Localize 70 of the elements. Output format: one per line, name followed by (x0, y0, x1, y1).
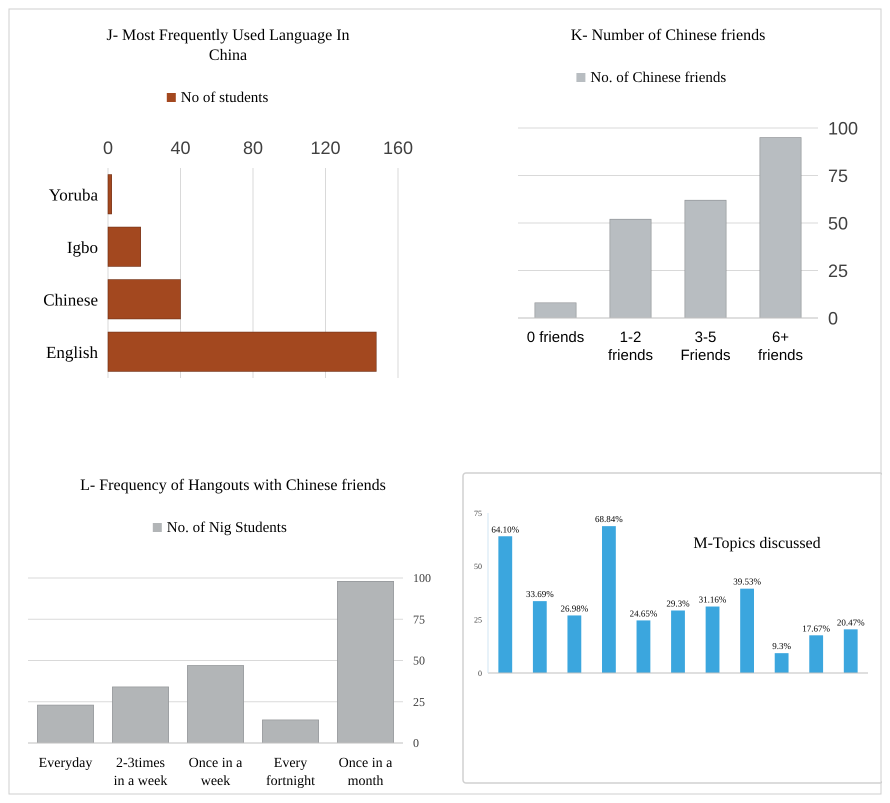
x-tick-label: 6+ friends (758, 329, 804, 364)
bar (740, 588, 754, 673)
legend-label: No of students (180, 90, 268, 106)
y-tick-label: 0 (828, 308, 838, 328)
bar (262, 720, 319, 744)
bar (112, 686, 169, 744)
x-tick-label: Everyday (38, 756, 92, 771)
bar (187, 665, 244, 744)
bar (108, 226, 141, 267)
bar (671, 610, 685, 673)
y-tick-label: 75 (413, 612, 425, 626)
x-tick-label: 1-2 friends (608, 329, 654, 364)
bar (567, 615, 582, 673)
y-tick-label: 75 (474, 508, 482, 518)
data-label: 20.47% (836, 617, 866, 628)
bar (532, 601, 547, 673)
bar (37, 704, 94, 744)
y-tick-label: 25 (413, 694, 425, 709)
bar (602, 526, 616, 673)
bar (108, 174, 112, 214)
data-label: 33.69% (526, 589, 554, 600)
y-tick-label: Igbo (66, 238, 98, 257)
data-label: 31.16% (698, 594, 727, 605)
data-label: 26.98% (560, 603, 589, 614)
data-label: 68.84% (595, 514, 624, 524)
x-tick-label: 3-5 Friends (680, 329, 731, 364)
data-label: 29.3% (666, 598, 690, 608)
data-label: 9.3% (772, 641, 792, 652)
bar (809, 635, 824, 673)
bar (337, 581, 394, 744)
x-tick-label: 120 (310, 138, 341, 158)
data-label: 24.65% (630, 608, 658, 618)
bar (774, 653, 789, 673)
x-tick-label: Once in a week (188, 756, 244, 789)
y-tick-label: 0 (478, 668, 482, 678)
y-tick-label: 100 (828, 118, 858, 138)
x-tick-label: 2-3times in a week (114, 756, 168, 789)
y-tick-label: English (46, 342, 98, 362)
legend-label: No. of Chinese friends (590, 70, 726, 86)
bar (108, 279, 181, 320)
x-tick-label: 80 (242, 138, 264, 158)
y-tick-label: 50 (413, 654, 425, 668)
bar (108, 332, 377, 372)
y-tick-label: 100 (413, 571, 431, 586)
y-tick-label: 50 (474, 562, 482, 572)
bar (844, 629, 858, 673)
x-tick-label: Every fortnight (266, 756, 316, 789)
y-tick-label: 0 (413, 736, 419, 750)
chart-title: J- Most Frequently Used Language In China (106, 27, 350, 64)
x-tick-label: 0 (102, 138, 114, 158)
data-label: 64.10% (491, 524, 520, 534)
text: M-Topics discussed (693, 535, 821, 552)
y-tick-label: Yoruba (48, 185, 98, 204)
bar (636, 620, 650, 673)
y-tick-label: 50 (828, 213, 848, 234)
x-tick-label: 40 (170, 138, 191, 158)
y-tick-label: 25 (474, 615, 482, 624)
chart-title: K- Number of Chinese friends (570, 27, 766, 44)
y-tick-label: 25 (828, 260, 848, 281)
chart-title: L- Frequency of Hangouts with Chinese friends (80, 477, 386, 494)
x-tick-label: 0 friends (526, 329, 584, 346)
data-label: 17.67% (802, 623, 831, 634)
bar (498, 536, 512, 673)
x-tick-label: 160 (382, 138, 414, 158)
bar (706, 606, 720, 673)
x-tick-label: Once in a month (338, 756, 394, 789)
legend-label: No. of Nig Students (166, 520, 287, 536)
data-label: 39.53% (733, 576, 762, 587)
y-tick-label: 75 (828, 166, 848, 186)
y-tick-label: Chinese (43, 290, 98, 310)
